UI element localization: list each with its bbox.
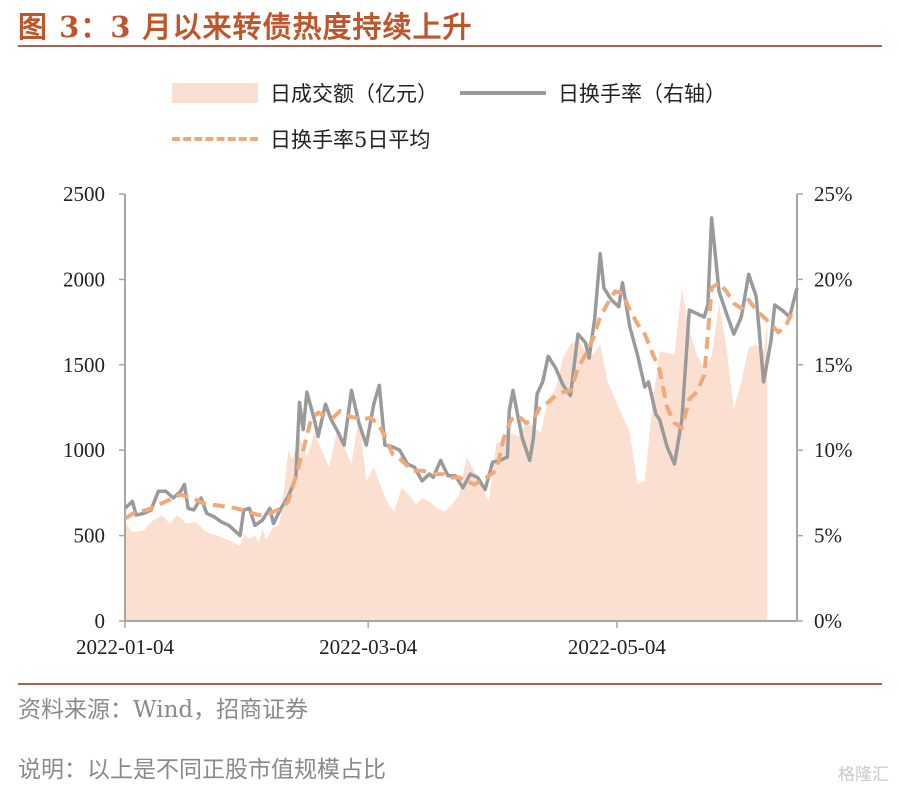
series-turnover-ma5-line [123, 280, 796, 521]
legend-item-turnover: 日换手率（右轴） [460, 78, 726, 108]
x-tick-label: 2022-05-04 [568, 635, 666, 659]
y-left-tick-label: 1500 [63, 353, 105, 377]
title-divider [18, 45, 882, 47]
legend-row-1: 日成交额（亿元） 日换手率（右轴） [172, 70, 748, 116]
y-right-tick-label: 25% [814, 182, 853, 206]
legend-label-turnover-ma5: 日换手率5日平均 [270, 128, 431, 152]
y-right-tick-label: 0% [814, 609, 842, 633]
y-left-tick-label: 500 [74, 524, 106, 548]
legend-swatch-line [460, 91, 546, 95]
y-right-tick-label: 5% [814, 524, 842, 548]
legend-item-turnover-ma5: 日换手率5日平均 [172, 124, 430, 154]
source-note: 资料来源：Wind，招商证券 [18, 697, 309, 723]
y-left-tick-label: 1000 [63, 438, 105, 462]
notes-divider [18, 683, 882, 685]
series-turnover-line [123, 216, 799, 538]
legend-swatch-area [172, 83, 258, 103]
legend-label-turnover: 日换手率（右轴） [558, 82, 726, 106]
explanation-note: 说明：以上是不同正股市值规模占比 [18, 757, 386, 783]
y-left-tick-label: 2000 [63, 267, 105, 291]
y-right-tick-label: 10% [814, 438, 853, 462]
y-left-tick-label: 0 [95, 609, 106, 633]
legend-label-volume: 日成交额（亿元） [270, 82, 438, 106]
legend-item-volume: 日成交额（亿元） [172, 78, 438, 108]
y-right-tick-label: 15% [814, 353, 853, 377]
legend-swatch-dashed [172, 137, 258, 141]
y-right-tick-label: 20% [814, 267, 853, 291]
watermark: 格隆汇 [838, 765, 889, 785]
series-volume-area [125, 287, 768, 621]
legend-row-2: 日换手率5日平均 [172, 116, 748, 162]
chart-legend: 日成交额（亿元） 日换手率（右轴） 日换手率5日平均 [172, 70, 748, 162]
figure-title: 图 3：3 月以来转债热度持续上升 [18, 10, 473, 44]
y-left-tick-label: 2500 [63, 182, 105, 206]
x-tick-label: 2022-03-04 [319, 635, 417, 659]
x-tick-label: 2022-01-04 [76, 635, 174, 659]
